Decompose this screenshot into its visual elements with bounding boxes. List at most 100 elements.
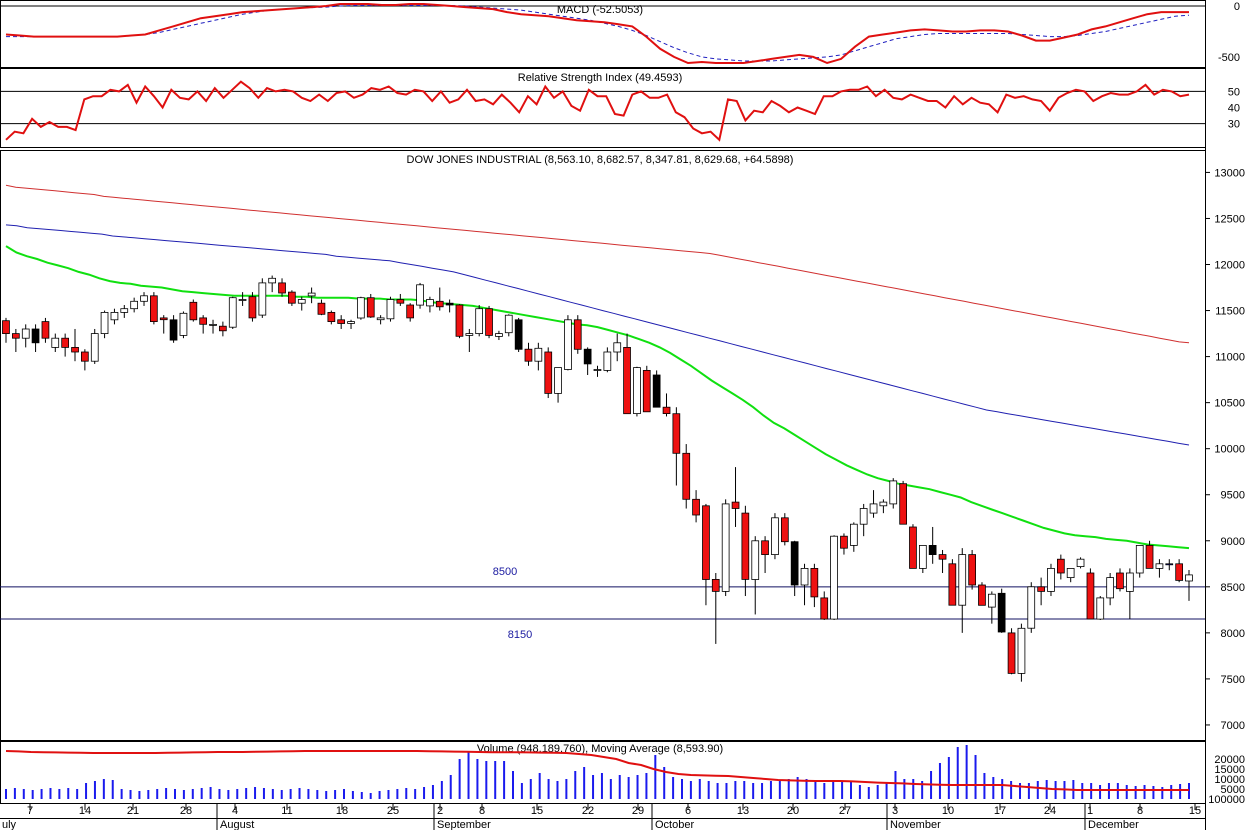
candle bbox=[1086, 568, 1095, 620]
candle-body bbox=[1057, 558, 1065, 574]
candle bbox=[317, 299, 326, 316]
candle-body bbox=[692, 498, 700, 516]
day-label: 8 bbox=[479, 805, 485, 817]
candle-body bbox=[869, 503, 878, 514]
candle-body bbox=[889, 480, 898, 505]
day-label: 29 bbox=[632, 805, 644, 817]
candle bbox=[11, 328, 20, 352]
candle bbox=[149, 292, 158, 325]
candle bbox=[327, 310, 336, 325]
price-title: DOW JONES INDUSTRIAL (8,563.10, 8,682.57… bbox=[407, 154, 794, 166]
candle-body bbox=[159, 317, 168, 321]
candle-body bbox=[465, 333, 474, 336]
month-label: September bbox=[437, 819, 491, 830]
rsi-tick-label: 50 bbox=[1228, 86, 1240, 98]
candle bbox=[1027, 582, 1036, 633]
candle bbox=[140, 292, 148, 306]
candle bbox=[1185, 570, 1193, 601]
day-label: 21 bbox=[127, 805, 139, 817]
candle bbox=[130, 297, 138, 313]
candle bbox=[879, 499, 888, 514]
pane-frames bbox=[0, 0, 1206, 830]
price-tick-label: 7500 bbox=[1221, 674, 1245, 686]
candle bbox=[268, 275, 277, 293]
candle-body bbox=[327, 311, 336, 322]
candle bbox=[672, 407, 681, 486]
month-label: December bbox=[1088, 819, 1139, 830]
candle-body bbox=[189, 301, 198, 321]
candle-body bbox=[603, 351, 612, 371]
moving-average-red bbox=[5, 184, 1190, 344]
candle-body bbox=[2, 320, 10, 335]
candle-body bbox=[1086, 572, 1095, 620]
candle bbox=[228, 296, 237, 329]
volume-tick-label: 15000 bbox=[1214, 764, 1245, 776]
candle-body bbox=[31, 328, 40, 344]
candle-body bbox=[958, 554, 967, 606]
candle bbox=[1165, 559, 1174, 571]
price-tick-label: 8000 bbox=[1221, 628, 1245, 640]
candle-body bbox=[287, 291, 296, 304]
candle-body bbox=[297, 299, 306, 304]
candle-body bbox=[909, 526, 917, 569]
volume-tick-label: 10000 bbox=[1214, 774, 1245, 786]
candle bbox=[889, 478, 898, 509]
day-label: 15 bbox=[1189, 805, 1201, 817]
day-label: 15 bbox=[531, 805, 543, 817]
candle-body bbox=[544, 351, 553, 394]
candle bbox=[248, 292, 257, 322]
candle bbox=[514, 317, 523, 352]
candle-body bbox=[90, 333, 99, 362]
candle-body bbox=[1007, 632, 1016, 674]
candle bbox=[781, 513, 789, 546]
candle-body bbox=[110, 311, 119, 321]
candle-body bbox=[169, 319, 178, 341]
candle-body bbox=[376, 317, 385, 321]
candle-body bbox=[928, 545, 937, 556]
candle-body bbox=[366, 297, 375, 318]
candle bbox=[347, 319, 355, 329]
candle bbox=[1047, 563, 1055, 597]
candle-body bbox=[800, 568, 809, 586]
candle-body bbox=[495, 333, 503, 337]
candle-body bbox=[593, 369, 602, 371]
candle bbox=[61, 333, 70, 357]
candle-body bbox=[879, 501, 888, 507]
candle bbox=[662, 393, 671, 417]
candle-body bbox=[130, 300, 138, 310]
rsi-tick-label: 30 bbox=[1228, 119, 1240, 131]
candle-body bbox=[573, 319, 582, 350]
candle-body bbox=[445, 302, 454, 306]
candle bbox=[771, 513, 779, 560]
candle bbox=[435, 287, 444, 311]
candle-body bbox=[416, 284, 424, 306]
candle-body bbox=[268, 277, 277, 284]
candle-body bbox=[1116, 572, 1124, 590]
candle bbox=[287, 290, 296, 306]
candle-body bbox=[1076, 558, 1085, 568]
candle-body bbox=[514, 319, 523, 350]
price-tick-label: 12500 bbox=[1214, 213, 1245, 225]
candle-body bbox=[238, 299, 247, 301]
price-tick-label: 13000 bbox=[1214, 167, 1245, 179]
candle-body bbox=[968, 554, 977, 586]
candle bbox=[958, 548, 967, 633]
month-label: uly bbox=[2, 819, 17, 830]
candle-body bbox=[850, 523, 858, 546]
candle-body bbox=[948, 563, 957, 606]
candle bbox=[761, 536, 769, 574]
candle-body bbox=[426, 299, 434, 307]
candle-body bbox=[1047, 568, 1055, 592]
price-tick-label: 12000 bbox=[1214, 260, 1245, 272]
candle bbox=[554, 367, 562, 403]
candle-body bbox=[386, 299, 395, 320]
candle bbox=[938, 549, 947, 574]
candle bbox=[978, 582, 986, 606]
day-label: 4 bbox=[232, 805, 238, 817]
day-label: 18 bbox=[336, 805, 348, 817]
candle-body bbox=[554, 367, 562, 394]
price-tick-label: 9000 bbox=[1221, 536, 1245, 548]
candle bbox=[159, 315, 168, 334]
